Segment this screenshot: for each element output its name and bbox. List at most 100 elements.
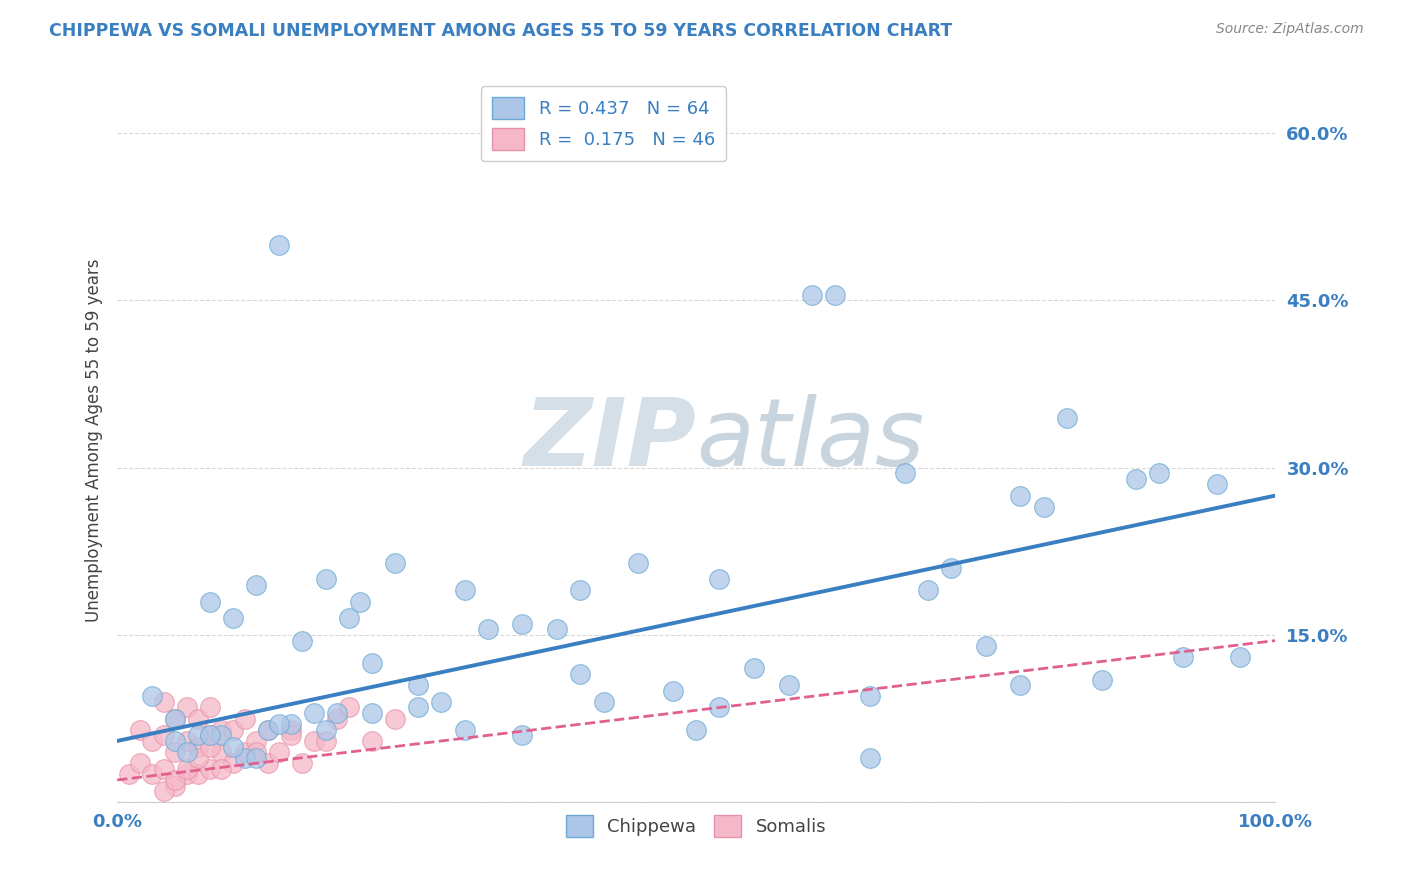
Point (569, 583, 592, 598)
Point (592, 695, 614, 709)
Point (315, 723, 337, 737)
Point (337, 611, 360, 625)
Point (685, 723, 707, 737)
Point (302, 706, 325, 720)
Point (1206, 477, 1229, 491)
Point (406, 700, 429, 714)
Point (349, 594, 371, 608)
Point (198, 739, 221, 754)
Point (546, 623, 568, 637)
Point (152, 784, 174, 798)
Point (315, 572, 337, 586)
Point (326, 706, 349, 720)
Point (361, 656, 384, 670)
Point (176, 734, 198, 748)
Point (152, 728, 174, 742)
Point (280, 728, 302, 742)
Point (627, 556, 650, 570)
Point (1171, 650, 1194, 665)
Point (1149, 467, 1171, 481)
Point (222, 756, 245, 771)
Point (337, 700, 360, 714)
Point (198, 728, 221, 742)
Point (742, 661, 765, 675)
Point (939, 561, 962, 575)
Point (129, 756, 152, 771)
Point (1010, 489, 1032, 503)
Y-axis label: Unemployment Among Ages 55 to 59 years: Unemployment Among Ages 55 to 59 years (86, 258, 103, 622)
Point (256, 723, 278, 737)
Text: atlas: atlas (696, 394, 925, 485)
Point (165, 772, 187, 787)
Legend: Chippewa, Somalis: Chippewa, Somalis (558, 807, 834, 844)
Point (233, 745, 256, 759)
Point (1010, 678, 1032, 692)
Point (1125, 472, 1147, 486)
Point (245, 734, 267, 748)
Point (187, 767, 209, 781)
Point (269, 745, 291, 759)
Point (824, 288, 846, 302)
Point (165, 745, 187, 759)
Point (778, 678, 800, 692)
Point (662, 683, 685, 698)
Point (141, 767, 163, 781)
Point (209, 728, 232, 742)
Point (233, 712, 256, 726)
Point (176, 767, 198, 781)
Text: CHIPPEWA VS SOMALI UNEMPLOYMENT AMONG AGES 55 TO 59 YEARS CORRELATION CHART: CHIPPEWA VS SOMALI UNEMPLOYMENT AMONG AG… (49, 22, 952, 40)
Point (256, 756, 278, 771)
Point (209, 723, 232, 737)
Point (176, 745, 198, 759)
Point (187, 728, 209, 742)
Point (129, 723, 152, 737)
Point (512, 728, 534, 742)
Point (269, 717, 291, 731)
Point (569, 667, 592, 681)
Text: Source: ZipAtlas.com: Source: ZipAtlas.com (1216, 22, 1364, 37)
Point (1056, 410, 1078, 425)
Point (430, 695, 453, 709)
Point (453, 723, 475, 737)
Point (198, 594, 221, 608)
Point (187, 712, 209, 726)
Point (152, 695, 174, 709)
Point (477, 623, 499, 637)
Point (269, 237, 291, 252)
Point (245, 578, 267, 592)
Point (801, 288, 824, 302)
Point (709, 700, 731, 714)
Point (384, 712, 406, 726)
Point (222, 723, 245, 737)
Point (361, 706, 384, 720)
Point (859, 690, 882, 704)
Point (893, 467, 915, 481)
Point (165, 734, 187, 748)
Point (165, 712, 187, 726)
Point (361, 734, 384, 748)
Point (187, 739, 209, 754)
Point (176, 700, 198, 714)
Point (1229, 650, 1251, 665)
Point (198, 700, 221, 714)
Point (974, 639, 997, 653)
Point (291, 756, 314, 771)
Point (198, 728, 221, 742)
Point (709, 572, 731, 586)
Point (245, 750, 267, 764)
Point (917, 583, 939, 598)
Point (245, 745, 267, 759)
Point (280, 717, 302, 731)
Point (256, 723, 278, 737)
Point (165, 712, 187, 726)
Point (141, 690, 163, 704)
Point (1090, 673, 1112, 687)
Point (859, 750, 882, 764)
Point (406, 678, 429, 692)
Point (233, 750, 256, 764)
Point (165, 779, 187, 793)
Point (453, 583, 475, 598)
Point (512, 616, 534, 631)
Point (384, 556, 406, 570)
Point (198, 762, 221, 776)
